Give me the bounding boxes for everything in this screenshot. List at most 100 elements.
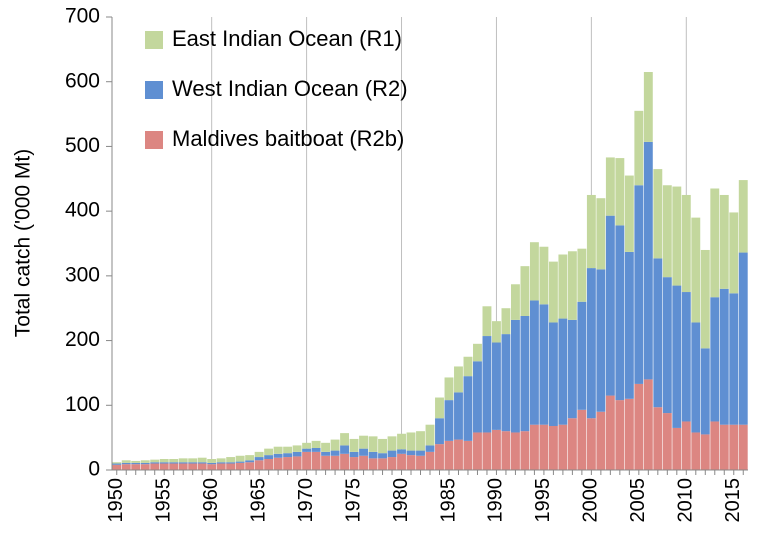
bar-segment — [197, 457, 207, 463]
bar-segment — [719, 424, 729, 470]
bar-segment — [264, 448, 274, 456]
bar-segment — [330, 439, 340, 451]
bar-segment — [368, 451, 378, 459]
bar-segment — [548, 261, 558, 323]
bar-segment — [302, 451, 312, 470]
bar-segment — [444, 377, 454, 401]
bar-segment — [729, 212, 739, 294]
bar-segment — [643, 379, 653, 470]
bar-segment — [283, 446, 293, 454]
bar-segment — [169, 458, 179, 463]
bar-segment — [387, 457, 397, 470]
bar-segment — [492, 321, 501, 343]
bar-segment — [558, 318, 568, 425]
bar-segment — [662, 185, 672, 278]
bar-segment — [425, 424, 435, 446]
x-tick-label: 1980 — [390, 478, 412, 523]
bar-segment — [264, 455, 274, 459]
bar-segment — [710, 421, 720, 470]
bar-segment — [454, 392, 463, 440]
bar-segment — [435, 397, 444, 419]
bar-segment — [311, 440, 321, 448]
x-tick-label: 2015 — [722, 478, 744, 523]
bar-segment — [330, 455, 340, 470]
bar-segment — [140, 464, 150, 470]
bar-segment — [615, 400, 625, 470]
bar-segment — [529, 424, 539, 470]
bar-segment — [672, 285, 682, 428]
bar-segment — [463, 440, 473, 470]
bar-segment — [311, 451, 321, 470]
bar-segment — [558, 424, 568, 470]
bar-segment — [340, 433, 350, 446]
bar-segment — [207, 462, 217, 465]
y-tick-label: 200 — [65, 328, 100, 351]
bar-segment — [188, 458, 198, 463]
bar-segment — [634, 185, 644, 384]
bar-segment — [131, 462, 141, 465]
y-tick-label: 100 — [65, 393, 100, 416]
bar-segment — [349, 457, 359, 470]
bar-segment — [681, 194, 691, 293]
bar-segment — [340, 445, 350, 454]
bar-segment — [501, 308, 511, 335]
x-tick-label: 1970 — [295, 478, 317, 523]
x-tick-label: 2000 — [580, 478, 602, 523]
bar-segment — [140, 460, 150, 463]
bar-segment — [653, 258, 663, 408]
bar-segment — [643, 141, 653, 380]
bar-segment — [473, 361, 482, 433]
bar-segment — [397, 453, 406, 470]
y-tick-label: 600 — [65, 69, 100, 92]
bar-segment — [254, 460, 264, 470]
bar-segment — [567, 251, 577, 320]
bar-segment — [501, 431, 511, 470]
bar-segment — [292, 451, 302, 457]
bar-segment — [624, 251, 634, 399]
bar-segment — [605, 395, 615, 470]
bar-segment — [131, 460, 141, 463]
bar-segment — [444, 440, 454, 470]
bar-segment — [254, 451, 264, 458]
bar-segment — [586, 268, 596, 419]
bar-segment — [359, 435, 368, 449]
bar-segment — [406, 450, 416, 456]
x-tick-label: 1990 — [485, 478, 507, 523]
bar-segment — [624, 175, 634, 252]
legend-swatch — [145, 81, 163, 99]
bar-segment — [520, 266, 530, 316]
bar-segment — [539, 246, 549, 305]
bar-segment — [425, 445, 435, 452]
bar-segment — [150, 463, 160, 470]
bar-segment — [226, 462, 236, 464]
bar-segment — [558, 254, 568, 319]
bar-segment — [672, 186, 682, 286]
legend-swatch — [145, 131, 163, 149]
bar-segment — [197, 463, 207, 470]
bar-segment — [510, 284, 520, 320]
bar-segment — [330, 450, 340, 456]
bar-segment — [454, 439, 463, 470]
y-tick-label: 300 — [65, 263, 100, 286]
bar-segment — [482, 432, 492, 470]
bar-segment — [159, 458, 169, 463]
bar-segment — [691, 432, 701, 470]
bar-segment — [121, 460, 131, 463]
x-tick-label: 1950 — [105, 478, 127, 523]
bar-segment — [653, 407, 663, 470]
bar-segment — [605, 215, 615, 396]
bar-segment — [463, 356, 473, 377]
bar-segment — [292, 445, 302, 452]
bar-segment — [359, 455, 368, 470]
bar-segment — [435, 418, 444, 445]
y-tick-label: 500 — [65, 134, 100, 157]
bar-segment — [226, 463, 236, 470]
bar-segment — [634, 110, 644, 186]
bar-segment — [159, 462, 169, 464]
bar-segment — [662, 277, 672, 414]
bar-segment — [529, 300, 539, 425]
bar-segment — [406, 455, 416, 470]
x-tick-label: 1995 — [532, 478, 554, 523]
bar-segment — [131, 464, 141, 470]
bar-segment — [416, 455, 425, 470]
